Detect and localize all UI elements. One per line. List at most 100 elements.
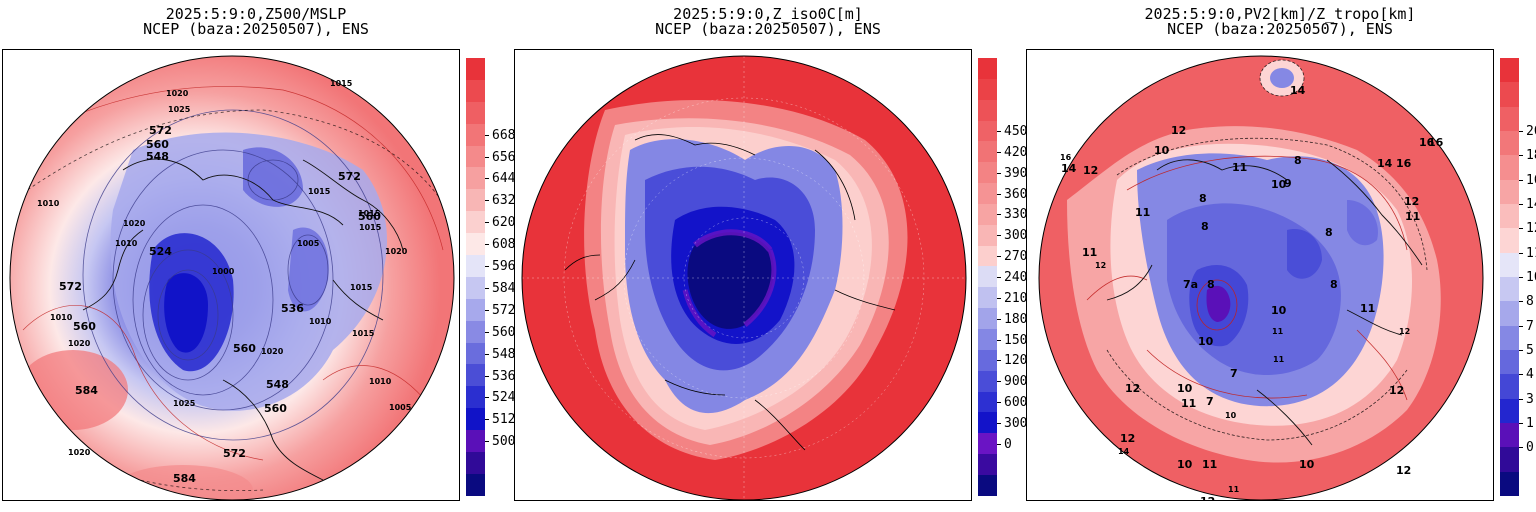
colorbar-tick-label: 900 bbox=[997, 375, 1027, 388]
svg-text:10: 10 bbox=[1198, 335, 1214, 348]
svg-text:1015: 1015 bbox=[308, 187, 331, 196]
colorbar-swatch bbox=[978, 287, 997, 309]
colorbar-swatch bbox=[1500, 349, 1519, 375]
colorbar-swatch bbox=[1500, 471, 1519, 496]
colorbar-swatch bbox=[978, 120, 997, 142]
colorbar-tick-label: 18 bbox=[1519, 149, 1536, 162]
colorbar-swatch bbox=[466, 167, 485, 190]
colorbar-swatch bbox=[1500, 106, 1519, 131]
svg-text:1010: 1010 bbox=[37, 199, 60, 208]
colorbar-tick-label: 548 bbox=[485, 348, 515, 361]
colorbar-tick-label: 14 bbox=[1519, 198, 1536, 211]
svg-text:16: 16 bbox=[1428, 136, 1444, 149]
colorbar-swatch bbox=[466, 342, 485, 365]
svg-text:1010: 1010 bbox=[50, 313, 73, 322]
svg-text:8: 8 bbox=[1294, 154, 1302, 167]
svg-text:10: 10 bbox=[1177, 382, 1193, 395]
svg-text:1020: 1020 bbox=[385, 247, 408, 256]
colorbar-labels: 201816141211108754310 bbox=[1519, 58, 1536, 496]
svg-text:12: 12 bbox=[1120, 432, 1135, 445]
colorbar-swatch bbox=[1500, 398, 1519, 423]
svg-text:14: 14 bbox=[1290, 84, 1306, 97]
colorbar-tick-label: 620 bbox=[485, 216, 515, 229]
colorbar-swatch bbox=[1500, 252, 1519, 277]
svg-text:11: 11 bbox=[1181, 397, 1196, 410]
colorbar-swatch bbox=[466, 408, 485, 431]
colorbar-swatch bbox=[466, 123, 485, 146]
svg-text:12: 12 bbox=[1399, 327, 1410, 336]
svg-text:1015: 1015 bbox=[350, 283, 373, 292]
svg-text:12: 12 bbox=[1404, 195, 1419, 208]
svg-text:16: 16 bbox=[1396, 157, 1412, 170]
svg-text:8: 8 bbox=[1199, 192, 1207, 205]
svg-text:548: 548 bbox=[146, 150, 169, 163]
map-canvas bbox=[521, 55, 967, 500]
colorbar-swatch bbox=[466, 255, 485, 277]
colorbar-swatch bbox=[1500, 422, 1519, 448]
map-canvas: 14 16 14 12 12 10 11 8 10 9 14 16 16 12 … bbox=[1038, 55, 1484, 501]
polar-map: 1020 1025 1015 572 560 548 572 1015 1015… bbox=[2, 49, 460, 501]
colorbar-swatch bbox=[978, 58, 997, 79]
colorbar-tick-label: 4 bbox=[1519, 368, 1534, 381]
colorbar bbox=[1500, 58, 1519, 496]
svg-text:12: 12 bbox=[1200, 495, 1215, 501]
panel-title: 2025:5:9:0,Z_iso0C[m] bbox=[673, 5, 863, 23]
svg-text:1005: 1005 bbox=[389, 403, 412, 412]
colorbar-swatch bbox=[978, 141, 997, 163]
colorbar-swatch bbox=[978, 454, 997, 475]
svg-text:560: 560 bbox=[73, 320, 96, 333]
colorbar-swatch bbox=[1500, 228, 1519, 253]
svg-text:10: 10 bbox=[1299, 458, 1315, 471]
svg-text:560: 560 bbox=[358, 210, 381, 223]
svg-text:1000: 1000 bbox=[212, 267, 235, 276]
svg-text:1005: 1005 bbox=[297, 239, 320, 248]
svg-text:11: 11 bbox=[1135, 206, 1150, 219]
colorbar-swatch bbox=[978, 349, 997, 371]
colorbar-tick-label: 512 bbox=[485, 413, 515, 426]
svg-text:536: 536 bbox=[281, 302, 304, 315]
colorbar-tick-label: 632 bbox=[485, 194, 515, 207]
colorbar-swatch bbox=[466, 452, 485, 474]
svg-text:8: 8 bbox=[1201, 220, 1209, 233]
svg-text:560: 560 bbox=[264, 402, 287, 415]
field-overlay bbox=[1067, 59, 1441, 463]
colorbar-tick-label: 584 bbox=[485, 282, 515, 295]
colorbar-swatch bbox=[466, 430, 485, 453]
z-iso0c-panel: 2025:5:9:0,Z_iso0C[m] NCEP (baza:2025050… bbox=[512, 0, 1035, 512]
colorbar-swatch bbox=[978, 412, 997, 434]
colorbar-tick-label: 1 bbox=[1519, 417, 1534, 430]
colorbar-swatch bbox=[978, 224, 997, 246]
svg-text:584: 584 bbox=[75, 384, 98, 397]
colorbar-swatch bbox=[1500, 179, 1519, 204]
panel-subtitle: NCEP (baza:20250507), ENS bbox=[1167, 20, 1393, 38]
svg-text:10: 10 bbox=[1154, 144, 1170, 157]
svg-text:1015: 1015 bbox=[330, 79, 353, 88]
svg-text:524: 524 bbox=[149, 245, 172, 258]
colorbar-tick-label: 608 bbox=[485, 238, 515, 251]
colorbar-swatch bbox=[978, 245, 997, 267]
svg-text:8: 8 bbox=[1330, 278, 1338, 291]
svg-text:572: 572 bbox=[223, 447, 246, 460]
svg-text:16: 16 bbox=[1060, 153, 1072, 162]
svg-text:10: 10 bbox=[1271, 178, 1287, 191]
colorbar-tick-label: 644 bbox=[485, 172, 515, 185]
colorbar-tick-label: 16 bbox=[1519, 174, 1536, 187]
svg-text:1010: 1010 bbox=[369, 377, 392, 386]
colorbar bbox=[978, 58, 997, 496]
svg-text:14: 14 bbox=[1377, 157, 1393, 170]
colorbar-swatch bbox=[466, 189, 485, 212]
colorbar-tick-label: 0 bbox=[997, 438, 1012, 451]
colorbar-swatch bbox=[978, 78, 997, 100]
svg-text:12: 12 bbox=[1389, 384, 1404, 397]
svg-text:8: 8 bbox=[1207, 278, 1215, 291]
svg-text:1010: 1010 bbox=[309, 317, 332, 326]
colorbar-tick-label: 560 bbox=[485, 326, 515, 339]
colorbar-tick-label: 0 bbox=[1519, 441, 1534, 454]
colorbar-swatch bbox=[466, 364, 485, 387]
colorbar-swatch bbox=[466, 211, 485, 234]
colorbar-swatch bbox=[466, 79, 485, 102]
colorbar-swatch bbox=[978, 183, 997, 204]
z500-mslp-panel: 2025:5:9:0,Z500/MSLP NCEP (baza:20250507… bbox=[0, 0, 515, 512]
colorbar-swatch bbox=[466, 298, 485, 321]
svg-text:12: 12 bbox=[1396, 464, 1411, 477]
